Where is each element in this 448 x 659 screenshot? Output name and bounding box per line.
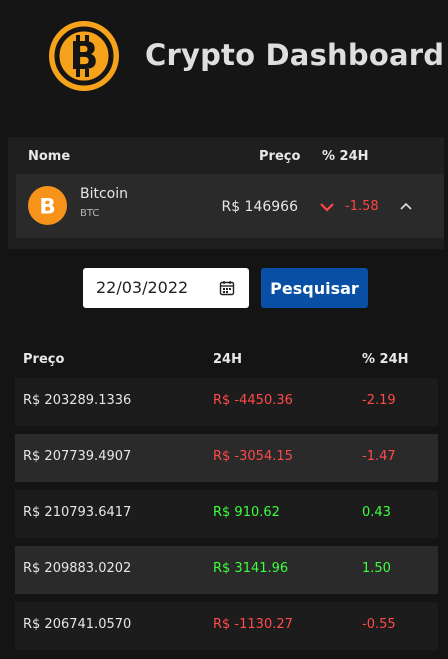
- row-pct: 1.50: [362, 561, 391, 576]
- column-name: Nome: [28, 149, 71, 164]
- app-header: B Crypto Dashboard: [0, 0, 448, 118]
- coin-table: Nome Preço % 24H B Bitcoin BTC R$ 146966…: [8, 137, 444, 249]
- table-row: R$ 203289.1336 R$ -4450.36 -2.19: [15, 378, 438, 426]
- chevron-up-icon[interactable]: [399, 200, 413, 212]
- column-change: % 24H: [322, 149, 369, 164]
- column-history-price: Preço: [23, 352, 65, 367]
- column-history-change: 24H: [213, 352, 242, 367]
- table-row: R$ 206741.0570 R$ -1130.27 -0.55: [15, 602, 438, 650]
- page-title: Crypto Dashboard: [145, 38, 445, 72]
- coin-change: -1.58: [345, 199, 379, 214]
- column-price: Preço: [259, 149, 301, 164]
- coin-table-header: Nome Preço % 24H: [8, 137, 444, 173]
- row-price: R$ 210793.6417: [23, 505, 132, 520]
- row-change: R$ 3141.96: [213, 561, 289, 576]
- row-pct: -0.55: [362, 617, 396, 632]
- row-price: R$ 209883.0202: [23, 561, 132, 576]
- table-row: R$ 207739.4907 R$ -3054.15 -1.47: [15, 434, 438, 482]
- calendar-icon[interactable]: [219, 280, 235, 296]
- row-change: R$ 910.62: [213, 505, 280, 520]
- history-table-header: Preço 24H % 24H: [0, 344, 448, 374]
- coin-name: Bitcoin: [80, 186, 129, 202]
- svg-text:B: B: [70, 34, 99, 78]
- row-price: R$ 206741.0570: [23, 617, 132, 632]
- column-history-pct: % 24H: [362, 352, 409, 367]
- bitcoin-logo-icon: B: [49, 21, 119, 91]
- date-input[interactable]: 22/03/2022: [83, 268, 249, 308]
- table-row: R$ 209883.0202 R$ 3141.96 1.50: [15, 546, 438, 594]
- row-pct: 0.43: [362, 505, 391, 520]
- coin-price: R$ 146966: [221, 199, 298, 215]
- row-change: R$ -3054.15: [213, 449, 293, 464]
- row-pct: -1.47: [362, 449, 396, 464]
- chevron-down-icon: [320, 203, 334, 212]
- bitcoin-icon: B: [28, 186, 67, 225]
- row-change: R$ -4450.36: [213, 393, 293, 408]
- coin-row-bitcoin[interactable]: B Bitcoin BTC R$ 146966 -1.58: [16, 174, 444, 238]
- search-button[interactable]: Pesquisar: [261, 268, 368, 308]
- row-price: R$ 207739.4907: [23, 449, 132, 464]
- table-row: R$ 210793.6417 R$ 910.62 0.43: [15, 490, 438, 538]
- row-change: R$ -1130.27: [213, 617, 293, 632]
- svg-text:B: B: [39, 194, 55, 219]
- row-price: R$ 203289.1336: [23, 393, 132, 408]
- coin-symbol: BTC: [80, 208, 100, 219]
- row-pct: -2.19: [362, 393, 396, 408]
- date-value[interactable]: 22/03/2022: [96, 278, 189, 297]
